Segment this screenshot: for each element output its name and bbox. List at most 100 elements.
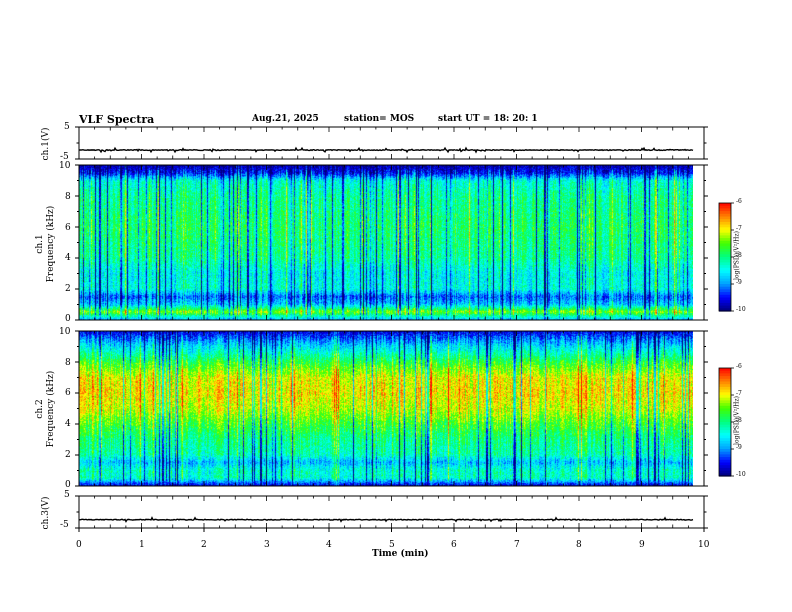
- ch2-colorbar-swatch: [719, 462, 731, 466]
- ch1-colorbar-swatch: [719, 270, 731, 274]
- ch2-colorbar-swatch: [719, 384, 731, 388]
- ch2-colorbar-swatch: [719, 378, 731, 383]
- ch2-spec-ytick: 0: [65, 480, 71, 490]
- ch3-wave-ytick: 5: [64, 490, 70, 500]
- ch2-colorbar-swatch: [719, 473, 731, 477]
- ch1-colorbar-tick: -6: [736, 198, 742, 205]
- ch1-spec-ytick: 8: [65, 192, 71, 202]
- ch2-spec-ytick: 6: [65, 388, 71, 398]
- ch1-colorbar-swatch: [719, 216, 731, 220]
- start-time-label: start UT = 18: 20: 1: [438, 114, 538, 124]
- ch1-colorbar-swatch: [719, 286, 731, 290]
- ch1-colorbar-swatch: [719, 305, 731, 309]
- ch2-colorbar-swatch: [719, 467, 731, 472]
- ch2-colorbar-swatch: [719, 419, 731, 423]
- ch2-colorbar-swatch: [719, 395, 731, 399]
- ch2-colorbar-swatch: [719, 408, 731, 412]
- ch3-waveform-panel: [75, 495, 708, 529]
- ch1-colorbar-swatch: [719, 254, 731, 258]
- x-axis-title: Time (min): [372, 549, 429, 559]
- ch2-colorbar-swatch: [719, 435, 731, 439]
- ch2-colorbar-swatch: [719, 403, 731, 407]
- ch1-waveform-panel: [75, 126, 708, 160]
- ch1-waveform-frame: [78, 126, 705, 160]
- ch1-frequency-ylabel: Frequency (kHz): [46, 205, 56, 283]
- ch1-colorbar-swatch: [719, 224, 731, 228]
- ch2-colorbar-swatch: [719, 392, 731, 396]
- ch2-colorbar-swatch: [719, 400, 731, 404]
- ch1-colorbar-swatch: [719, 238, 731, 242]
- station-label: station= MOS: [344, 114, 415, 124]
- ch1-spec-ytick: 2: [65, 284, 71, 294]
- ch1-colorbar-swatch: [719, 203, 731, 207]
- ch2-colorbar: [718, 367, 734, 477]
- ch1-colorbar-tick: -10: [736, 306, 746, 313]
- ch2-colorbar-swatch: [719, 381, 731, 385]
- ch2-spec-ytick: 2: [65, 450, 71, 460]
- ch1-colorbar-swatch: [719, 300, 731, 304]
- ch3-voltage-ylabel: ch.3(V): [41, 496, 51, 530]
- ch2-colorbar-swatch: [719, 413, 731, 418]
- ch2-colorbar-swatch: [719, 449, 731, 453]
- ch2-spectrogram-panel: [75, 330, 708, 487]
- x-tick-label: 3: [264, 540, 270, 550]
- x-tick-label: 10: [698, 540, 710, 550]
- x-tick-label: 0: [76, 540, 82, 550]
- ch1-colorbar-swatch: [719, 281, 731, 285]
- ch1-colorbar-swatch: [719, 308, 731, 312]
- ch1-spec-ytick: 6: [65, 223, 71, 233]
- ch2-colorbar-swatch: [719, 446, 731, 450]
- ch1-colorbar-swatch: [719, 205, 731, 209]
- ch1-colorbar-swatch: [719, 302, 731, 307]
- ch1-colorbar-swatch: [719, 275, 731, 280]
- ch1-colorbar: [718, 202, 734, 312]
- ch2-colorbar-swatch: [719, 373, 731, 377]
- ch1-channel-ylabel: ch.1: [35, 234, 45, 254]
- date-label: Aug.21, 2025: [252, 114, 319, 124]
- ch1-colorbar-swatch: [719, 208, 731, 212]
- ch2-colorbar-swatch: [719, 424, 731, 428]
- ch2-colorbar-swatch: [719, 457, 731, 461]
- ch2-colorbar-swatch: [719, 432, 731, 437]
- ch1-colorbar-swatch: [719, 243, 731, 247]
- ch2-channel-ylabel: ch.2: [35, 399, 45, 419]
- ch1-colorbar-swatch: [719, 219, 731, 223]
- chart-title: VLF Spectra: [79, 113, 155, 126]
- ch2-colorbar-tick: -10: [736, 471, 746, 478]
- ch2-colorbar-swatch: [719, 427, 731, 431]
- ch2-colorbar-tick: -7: [736, 390, 742, 397]
- ch2-spec-ytick: 10: [59, 327, 71, 337]
- ch1-colorbar-swatch: [719, 294, 731, 299]
- ch1-colorbar-swatch: [719, 278, 731, 282]
- ch1-colorbar-swatch: [719, 262, 731, 266]
- ch1-colorbar-swatch: [719, 289, 731, 293]
- ch2-colorbar-swatch: [719, 397, 731, 401]
- ch2-colorbar-swatch: [719, 443, 731, 447]
- ch1-spec-ytick: 0: [65, 314, 71, 324]
- ch1-colorbar-tick: -9: [736, 279, 742, 286]
- ch2-spec-ytick: 4: [65, 419, 71, 429]
- ch1-colorbar-tick: -8: [736, 252, 742, 259]
- ch1-wave-ytick: -5: [60, 152, 69, 162]
- ch1-colorbar-swatch: [719, 235, 731, 239]
- ch1-colorbar-swatch: [719, 251, 731, 255]
- time-axis: [78, 528, 705, 532]
- ch2-colorbar-swatch: [719, 459, 731, 464]
- x-tick-label: 7: [514, 540, 520, 550]
- ch2-colorbar-swatch: [719, 438, 731, 442]
- x-tick-label: 5: [389, 540, 395, 550]
- ch2-colorbar-tick: -9: [736, 444, 742, 451]
- ch1-colorbar-swatch: [719, 221, 731, 226]
- ch1-colorbar-swatch: [719, 297, 731, 301]
- ch2-colorbar-swatch: [719, 389, 731, 393]
- ch1-colorbar-swatch: [719, 211, 731, 215]
- ch1-voltage-ylabel: ch.1(V): [41, 127, 51, 161]
- ch1-colorbar-swatch: [719, 259, 731, 263]
- ch3-waveform-trace: [78, 516, 694, 523]
- ch2-colorbar-swatch: [719, 422, 731, 426]
- ch1-colorbar-tick: -7: [736, 225, 742, 232]
- ch1-colorbar-swatch: [719, 257, 731, 261]
- ch2-spectrogram-heatmap: [79, 331, 693, 486]
- ch1-colorbar-swatch: [719, 246, 731, 250]
- ch2-colorbar-swatch: [719, 386, 731, 391]
